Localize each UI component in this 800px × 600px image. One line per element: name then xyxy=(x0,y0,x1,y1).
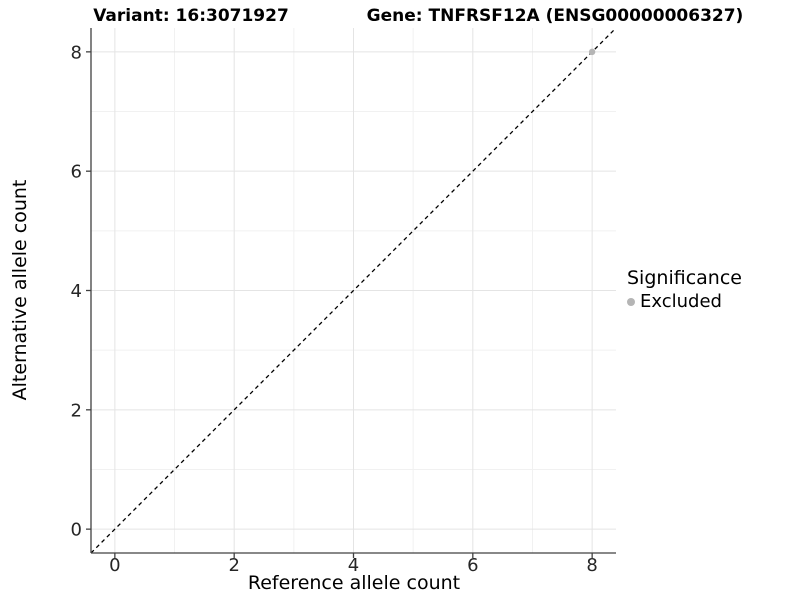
identity-dashed-line xyxy=(90,27,617,554)
y-axis-title: Alternative allele count xyxy=(9,179,31,401)
y-tick-label: 2 xyxy=(71,400,82,421)
x-axis-title: Reference allele count xyxy=(247,572,461,594)
x-tick-label: 0 xyxy=(109,555,120,576)
x-tick-label: 8 xyxy=(586,555,597,576)
x-tick-label: 4 xyxy=(348,555,359,576)
legend-item-label: Excluded xyxy=(640,291,722,312)
legend-title: Significance xyxy=(627,267,742,289)
variant-title: Variant: 16:3071927 xyxy=(93,6,289,26)
x-tick-label: 2 xyxy=(228,555,239,576)
legend-item-excluded: Excluded xyxy=(627,291,742,312)
excluded-point-marker-icon xyxy=(627,297,635,306)
y-tick-label: 8 xyxy=(71,42,82,63)
gene-title: Gene: TNFRSF12A (ENSG00000006327) xyxy=(366,6,744,26)
y-tick-label: 0 xyxy=(71,520,82,541)
data-point-excluded xyxy=(588,48,596,56)
y-tick-label: 4 xyxy=(71,281,82,302)
legend: Significance Excluded xyxy=(627,267,742,312)
y-tick-label: 6 xyxy=(71,162,82,183)
x-tick-label: 6 xyxy=(467,555,478,576)
